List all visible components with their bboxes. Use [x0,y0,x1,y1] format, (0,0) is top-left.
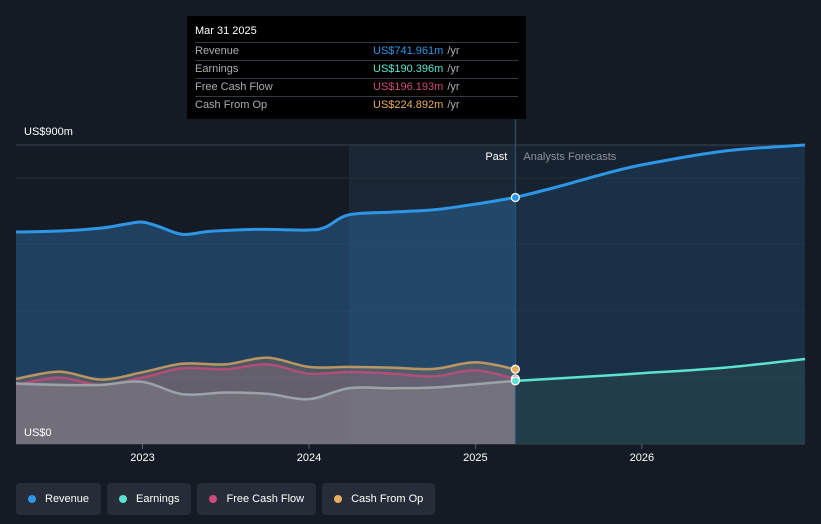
earnings-marker [510,376,520,386]
tooltip-value: US$196.193m [373,81,444,93]
legend-item-free-cash-flow[interactable]: Free Cash Flow [197,483,317,515]
tooltip-unit: /yr [447,63,460,75]
cash-from-op-line [15,356,516,381]
earnings-forecast-area [515,359,805,444]
x-tick-label: 2023 [130,452,154,464]
x-tick-label: 2026 [630,452,654,464]
x-tick-label: 2025 [463,452,487,464]
tooltip-unit: /yr [447,81,460,93]
tooltip-unit: /yr [447,99,460,111]
tooltip-row-cash-from-op: Cash From Op US$224.892m /yr [195,96,518,114]
tooltip-label: Free Cash Flow [195,81,273,93]
legend-label: Free Cash Flow [226,493,305,505]
y-axis-bottom-label: US$0 [24,427,52,439]
past-highlight-band [348,145,516,444]
tooltip-label: Earnings [195,63,239,75]
revenue-marker [510,192,520,203]
x-tick-label: 2024 [297,452,321,464]
legend-label: Revenue [45,493,90,505]
past-label: Past [485,151,507,163]
tooltip-row-free-cash-flow: Free Cash Flow US$196.193m /yr [195,78,518,96]
tooltip-date: Mar 31 2025 [195,25,257,37]
legend-label: Cash From Op [351,493,424,505]
tooltip-value: US$190.396m [373,63,444,75]
earnings-line [15,379,516,401]
tooltip-label: Revenue [195,45,240,57]
tooltip-label: Cash From Op [195,99,268,111]
revenue-line [15,196,516,237]
legend-dot-icon [28,495,36,503]
earnings-forecast-line [515,357,806,383]
legend-item-cash-from-op[interactable]: Cash From Op [322,483,436,515]
legend-dot-icon [209,495,218,503]
legend-item-revenue[interactable]: Revenue [16,483,102,515]
tooltip-value: US$741.961m [373,45,444,57]
free-cash-flow-area [16,364,516,444]
legend-item-earnings[interactable]: Earnings [107,483,192,515]
tooltip-row-revenue: Revenue US$741.961m /yr [195,42,518,60]
cash-from-op-marker [510,364,520,374]
legend-dot-icon [334,495,343,503]
tooltip: Mar 31 2025 Revenue US$741.961m /yr Earn… [187,16,526,119]
chart: US$900m US$0 Past Analysts Forecasts 2023 202… [15,119,806,464]
tooltip-row-earnings: Earnings US$190.396m /yr [195,60,518,78]
tooltip-unit: /yr [447,45,460,57]
y-axis-top-label: US$900m [24,126,73,138]
earnings-area [16,380,516,444]
forecast-label: Analysts Forecasts [523,151,616,163]
legend: Revenue Earnings Free Cash Flow Cash Fro… [16,483,436,515]
revenue-forecast-line [515,143,806,199]
legend-label: Earnings [136,493,180,505]
legend-dot-icon [119,495,128,503]
tooltip-value: US$224.892m [373,99,444,111]
